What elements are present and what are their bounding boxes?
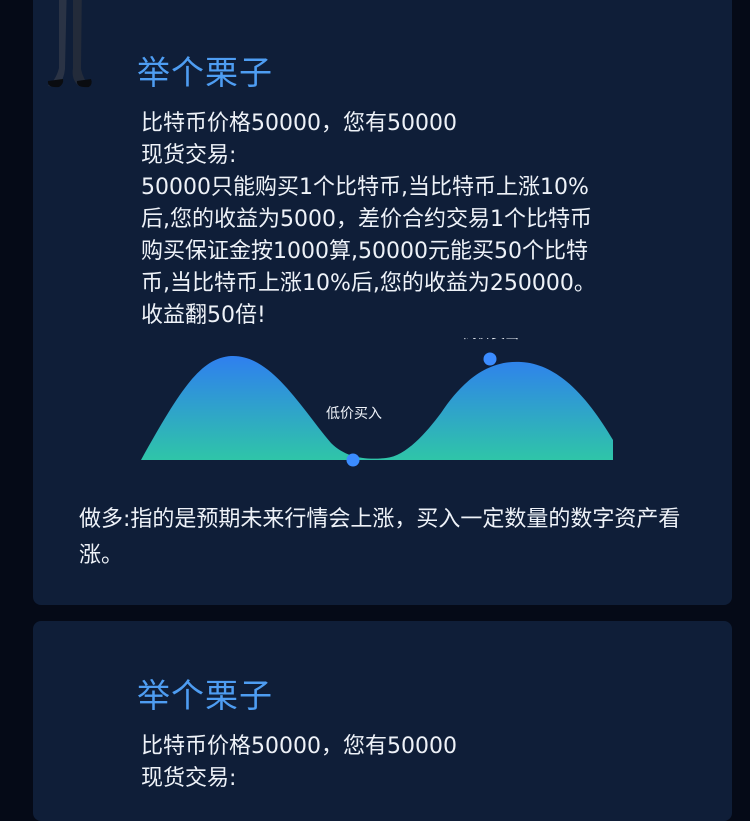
low-point-label: 低价买入 [326, 406, 382, 422]
person-legs-illustration [47, 0, 92, 88]
example-description: 比特币价格50000，您有50000 现货交易: 50000只能购买1个比特币,… [141, 108, 633, 332]
price-wave-illustration: 高价卖出 低价买入 [141, 338, 613, 467]
high-point-marker [483, 352, 497, 366]
text-line: 50000只能购买1个比特币,当比特币上涨10% [141, 175, 589, 200]
low-point-marker [346, 453, 360, 467]
text-line: 后,您的收益为5000，差价合约交易1个比特币 [141, 207, 592, 232]
example-title: 举个栗子 [137, 676, 273, 715]
text-line: 币,当比特币上涨10%后,您的收益为250000。 [141, 271, 596, 296]
wave-area [141, 355, 613, 460]
text-line: 现货交易: [141, 766, 237, 791]
long-position-note: 做多:指的是预期未来行情会上涨，买入一定数量的数字资产看涨。 [79, 507, 681, 568]
text-line: 购买保证金按1000算,50000元能买50个比特 [141, 239, 588, 264]
text-line: 收益翻50倍! [141, 303, 266, 328]
example-description: 比特币价格50000，您有50000 现货交易: [141, 731, 633, 795]
example-title: 举个栗子 [137, 53, 273, 92]
text-line: 现货交易: [141, 143, 237, 168]
example-card-short: 举个栗子 比特币价格50000，您有50000 现货交易: [33, 621, 732, 821]
text-line: 比特币价格50000，您有50000 [141, 111, 457, 136]
example-card-long: 举个栗子 比特币价格50000，您有50000 现货交易: 50000只能购买1… [33, 0, 732, 605]
text-line: 比特币价格50000，您有50000 [141, 734, 457, 759]
high-point-label: 高价卖出 [463, 338, 519, 342]
